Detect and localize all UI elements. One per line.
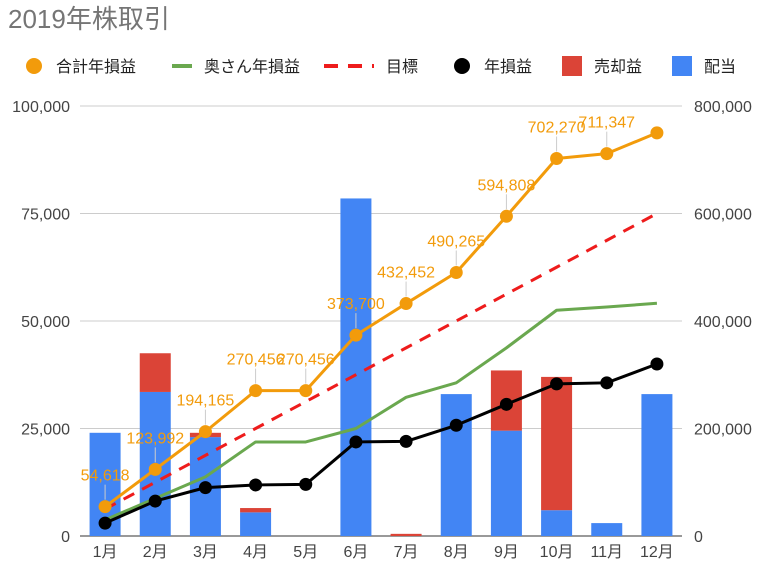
data-label: 270,456 xyxy=(277,352,335,369)
series-marker xyxy=(198,481,212,495)
left-tick-label: 100,000 xyxy=(12,99,70,116)
series-marker xyxy=(299,477,313,491)
series-marker xyxy=(650,357,664,371)
x-tick-label: 7月 xyxy=(394,544,419,561)
bar-dividend xyxy=(340,198,372,536)
bar-dividend xyxy=(641,394,673,536)
bar-sale-profit xyxy=(139,353,171,392)
series-marker xyxy=(98,500,112,514)
series-marker xyxy=(98,516,112,530)
right-tick-label: 800,000 xyxy=(694,99,752,116)
legend-swatch xyxy=(26,58,42,74)
series-marker xyxy=(650,126,664,140)
x-tick-label: 5月 xyxy=(293,544,318,561)
series-marker xyxy=(399,434,413,448)
data-label: 594,808 xyxy=(477,177,535,194)
left-tick-label: 75,000 xyxy=(21,207,70,224)
left-tick-label: 25,000 xyxy=(21,422,70,439)
data-label: 711,347 xyxy=(578,115,635,132)
legend-swatch xyxy=(562,56,582,76)
x-tick-label: 6月 xyxy=(343,544,368,561)
series-marker xyxy=(449,418,463,432)
legend-label: 目標 xyxy=(386,58,418,76)
data-label: 54,618 xyxy=(81,468,130,485)
series-marker xyxy=(198,425,212,439)
series-line xyxy=(104,362,658,525)
series-marker xyxy=(399,297,413,311)
right-tick-label: 600,000 xyxy=(694,207,752,224)
x-tick-label: 4月 xyxy=(243,544,268,561)
series-marker xyxy=(499,209,513,223)
data-label: 432,452 xyxy=(377,265,435,282)
bar-dividend xyxy=(490,430,522,536)
series-marker xyxy=(148,462,162,476)
series-marker xyxy=(449,265,463,279)
legend-swatch xyxy=(672,56,692,76)
series-marker xyxy=(600,147,614,161)
series-line xyxy=(104,301,658,522)
left-axis-ticks: 0 25,000 50,000 75,000 100,000 xyxy=(12,99,70,546)
right-tick-label: 400,000 xyxy=(694,314,752,331)
series-marker xyxy=(600,376,614,390)
line-series xyxy=(104,131,658,525)
bar-sale-profit xyxy=(240,508,272,513)
right-tick-label: 200,000 xyxy=(694,422,752,439)
bar-dividend xyxy=(541,510,573,536)
bar-dividend xyxy=(440,394,472,536)
data-label: 490,265 xyxy=(427,233,485,250)
legend-label: 合計年損益 xyxy=(56,58,136,76)
x-tick-label: 8月 xyxy=(444,544,469,561)
x-tick-label: 1月 xyxy=(93,544,118,561)
bar-dividend xyxy=(240,512,272,536)
data-label: 270,456 xyxy=(227,352,285,369)
legend: 合計年損益 奥さん年損益 目標 年損益 売却益 配当 xyxy=(26,56,736,76)
series-marker xyxy=(249,478,263,492)
legend-swatch xyxy=(454,58,470,74)
series-marker xyxy=(148,494,162,508)
legend-label: 配当 xyxy=(704,58,736,76)
series-line xyxy=(104,212,658,511)
left-tick-label: 50,000 xyxy=(21,314,70,331)
x-tick-label: 10月 xyxy=(540,544,574,561)
bar-series xyxy=(89,198,673,536)
series-marker xyxy=(550,377,564,391)
left-tick-label: 0 xyxy=(61,529,70,546)
right-tick-label: 0 xyxy=(694,529,703,546)
x-tick-label: 9月 xyxy=(494,544,519,561)
data-label: 373,700 xyxy=(327,296,385,313)
x-tick-label: 3月 xyxy=(193,544,218,561)
data-label: 123,992 xyxy=(126,430,184,447)
bar-sale-profit xyxy=(541,376,573,511)
series-marker xyxy=(499,397,513,411)
series-marker xyxy=(550,152,564,166)
x-axis-ticks: 1月 2月 3月 4月 5月 6月 7月 8月 9月 10月 11月 12月 xyxy=(93,544,674,561)
series-marker xyxy=(299,384,313,398)
line-markers xyxy=(98,126,664,530)
data-label: 194,165 xyxy=(176,393,234,410)
series-marker xyxy=(249,384,263,398)
bar-dividend xyxy=(591,523,623,536)
data-label: 702,270 xyxy=(528,120,586,137)
series-marker xyxy=(349,328,363,342)
legend-label: 奥さん年損益 xyxy=(204,58,300,76)
bar-sale-profit xyxy=(390,533,422,536)
legend-label: 売却益 xyxy=(594,58,642,76)
series-marker xyxy=(349,435,363,449)
chart-title: 2019年株取引 xyxy=(8,4,170,34)
series-line xyxy=(104,131,658,508)
x-tick-label: 2月 xyxy=(143,544,168,561)
x-tick-label: 11月 xyxy=(590,544,623,561)
x-tick-label: 12月 xyxy=(640,544,674,561)
right-axis-ticks: 0 200,000 400,000 600,000 800,000 xyxy=(694,99,752,546)
legend-label: 年損益 xyxy=(484,58,532,76)
